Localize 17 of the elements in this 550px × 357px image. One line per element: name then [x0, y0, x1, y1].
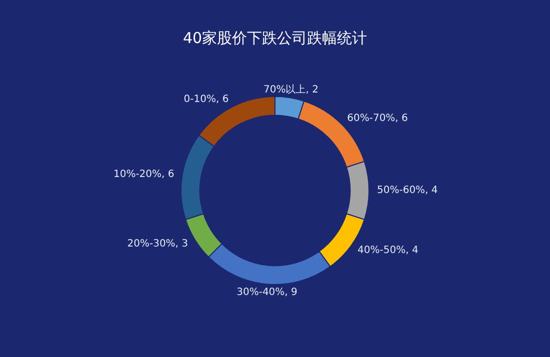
slice-label: 60%-70%	[347, 112, 396, 124]
data-label: , 9	[284, 286, 298, 298]
slice-label: 40%-50%	[358, 245, 406, 256]
data-label: , 6	[216, 94, 229, 106]
data-label: , 3	[175, 238, 188, 250]
data-label: , 2	[306, 84, 318, 96]
slice-label: 10%-20%	[113, 169, 162, 180]
chart-title: 40家股价下跌公司跌幅统计	[182, 28, 368, 47]
data-label: , 4	[425, 185, 438, 196]
slice-label: 0-10%	[184, 94, 216, 106]
slice-label: 20%-30%	[127, 238, 176, 250]
slice-label: 70%以上	[263, 83, 306, 96]
data-label: , 6	[162, 169, 174, 180]
data-label: , 6	[395, 112, 408, 124]
slice-label: 30%-40%	[236, 286, 285, 298]
slice-label: 50%-60%	[377, 185, 426, 196]
data-label: , 4	[406, 245, 418, 256]
